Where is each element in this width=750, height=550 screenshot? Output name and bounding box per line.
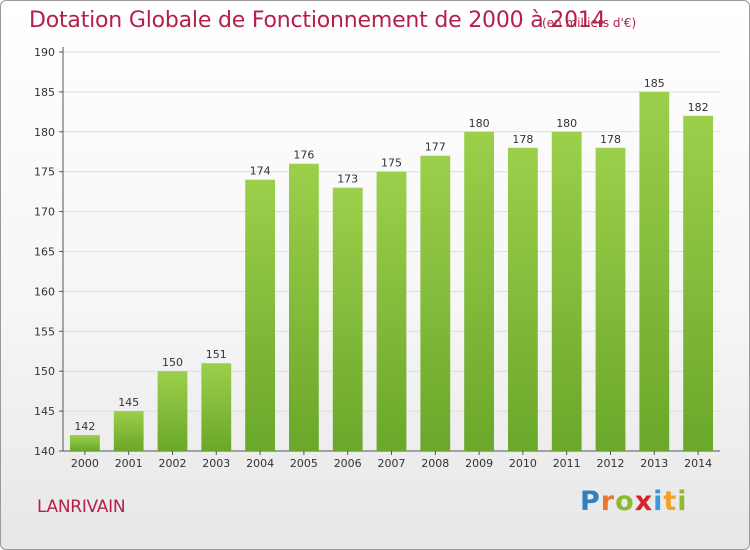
x-tick-label-2002: 2002 [159,457,187,470]
x-tick-label-2008: 2008 [421,457,449,470]
logo-letter: i [677,486,688,517]
bar-2002 [157,371,188,451]
logo-letter: i [653,486,664,517]
x-tick-label-2000: 2000 [71,457,99,470]
chart-unit: (en milliers d'€) [542,16,637,30]
value-label-2010: 178 [512,133,533,146]
value-label-2012: 178 [600,133,621,146]
y-tick-label: 180 [34,126,55,139]
y-tick-label: 175 [34,166,55,179]
logo-letter: x [634,486,654,517]
x-tick-label-2007: 2007 [378,457,406,470]
y-tick-label: 170 [34,206,55,219]
bar-2004 [245,179,275,451]
x-tick-label-2013: 2013 [640,457,668,470]
value-label-2003: 151 [206,348,227,361]
x-tick-label-2009: 2009 [465,457,493,470]
value-label-2000: 142 [74,420,95,433]
logo-letter: r [600,486,616,517]
y-tick-label: 160 [34,285,55,298]
logo-letter: t [663,486,678,517]
x-tick-label-2001: 2001 [115,457,143,470]
x-tick-label-2004: 2004 [246,457,274,470]
x-tick-label-2010: 2010 [509,457,537,470]
y-tick-label: 150 [34,365,55,378]
bar-2006 [332,187,363,451]
x-tick-label-2003: 2003 [202,457,230,470]
bar-2013 [639,91,670,452]
value-labels: 142 145 150 151 174 176 173 175 177 180 178 180 178 1… [74,77,708,433]
chart-title: Dotation Globale de Fonctionnement de 20… [29,8,606,33]
y-tick-label: 185 [34,86,55,99]
bars [70,91,713,452]
y-tick-label: 165 [34,246,55,259]
y-tick-label: 140 [34,445,55,458]
bar-2012 [595,147,626,451]
y-tick-labels: 140 145 150 155 160 165 170 175 180 185 190 [34,46,55,458]
value-label-2002: 150 [162,356,183,369]
bar-2005 [289,163,319,451]
bar-2008 [420,155,451,452]
value-label-2014: 182 [688,101,709,114]
value-label-2005: 176 [293,149,314,162]
value-label-2011: 180 [556,117,577,130]
bar-2000 [70,435,100,451]
bar-2003 [201,363,232,451]
value-label-2006: 173 [337,173,358,186]
logo-letter: o [615,486,635,517]
value-label-2001: 145 [118,396,139,409]
value-label-2009: 180 [469,117,490,130]
x-tick-label-2006: 2006 [334,457,362,470]
commune-name: LANRIVAIN [37,497,126,517]
x-tick-labels: 2000 2001 2002 2003 2004 2005 2006 2007 2008 2009… [71,457,712,470]
bar-2009 [464,131,494,452]
x-tick-label-2005: 2005 [290,457,318,470]
value-label-2007: 175 [381,157,402,170]
x-tick-label-2011: 2011 [553,457,581,470]
value-label-2013: 185 [644,77,665,90]
y-tick-label: 155 [34,325,55,338]
y-tick-label: 190 [34,46,55,59]
proxiti-logo: Proxiti [580,486,688,517]
bar-2010 [508,147,538,451]
bar-2014 [683,115,713,451]
bar-2001 [113,411,144,451]
value-label-2008: 177 [425,141,446,154]
x-tick-label-2012: 2012 [597,457,625,470]
bar-2007 [376,171,407,451]
value-label-2004: 174 [250,165,271,178]
y-tick-label: 145 [34,405,55,418]
logo-letter: P [580,486,601,517]
bar-2011 [551,131,582,452]
x-tick-label-2014: 2014 [684,457,712,470]
